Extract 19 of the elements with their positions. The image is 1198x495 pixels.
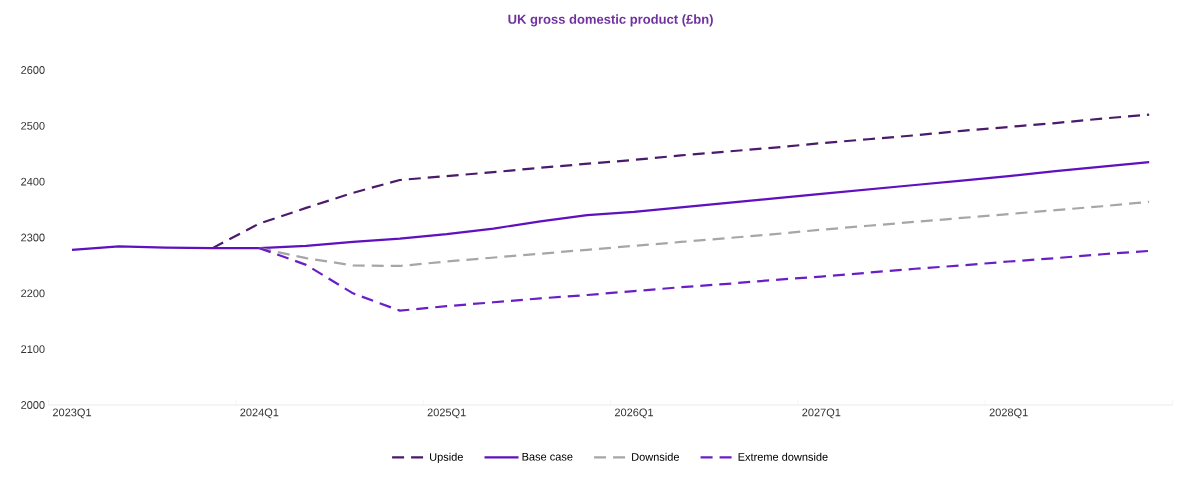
- x-tick-label: 2025Q1: [427, 408, 466, 419]
- y-tick-label: 2100: [21, 345, 45, 354]
- y-tick-label: 2500: [21, 121, 45, 130]
- legend-label: Extreme downside: [738, 452, 828, 461]
- chart-title: UK gross domestic product (£bn): [508, 14, 713, 27]
- x-tick-label: 2027Q1: [802, 408, 841, 419]
- legend-label: Upside: [430, 452, 463, 463]
- x-tick-label: 2026Q1: [614, 408, 654, 419]
- y-tick-label: 2000: [21, 401, 45, 409]
- y-tick-label: 2400: [21, 177, 45, 186]
- x-tick-label: 2028Q1: [989, 408, 1028, 419]
- legend-label: Downside: [632, 452, 679, 461]
- legend-label: Base case: [522, 452, 573, 461]
- x-tick-label: 2024Q1: [240, 408, 279, 419]
- y-tick-label: 2300: [21, 233, 45, 242]
- x-tick-label: 2023Q1: [52, 408, 92, 419]
- y-tick-label: 2600: [21, 66, 45, 74]
- y-tick-label: 2200: [21, 289, 45, 298]
- line-series: [258, 247, 1151, 312]
